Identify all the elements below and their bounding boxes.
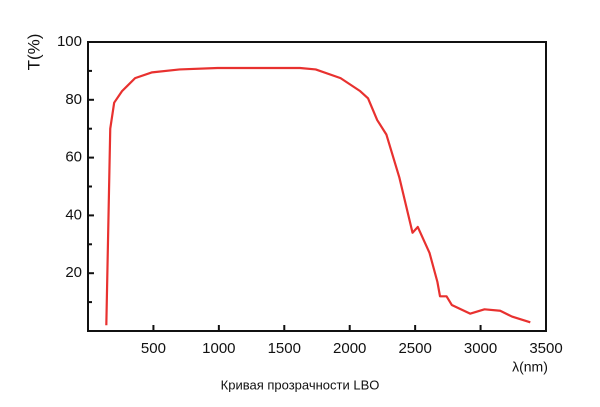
y-tick-label: 40 — [65, 206, 82, 223]
x-tick-label: 1000 — [202, 340, 235, 357]
x-tick-label: 3000 — [464, 340, 497, 357]
x-tick-label: 500 — [141, 340, 166, 357]
x-tick-label: 1500 — [268, 340, 301, 357]
y-tick-label: 20 — [65, 264, 82, 281]
plot-frame — [87, 41, 547, 332]
x-axis-label: λ(nm) — [512, 359, 548, 375]
x-tick-label: 2500 — [398, 340, 431, 357]
y-tick-label: 100 — [57, 33, 82, 50]
y-axis-label: T(%) — [24, 34, 43, 71]
y-tick-label: 60 — [65, 149, 82, 166]
y-tick-label: 80 — [65, 91, 82, 108]
x-tick-label: 3500 — [529, 340, 562, 357]
data-line — [105, 66, 531, 326]
caption: Кривая прозрачности LBO — [221, 377, 380, 392]
x-tick-label: 2000 — [333, 340, 366, 357]
